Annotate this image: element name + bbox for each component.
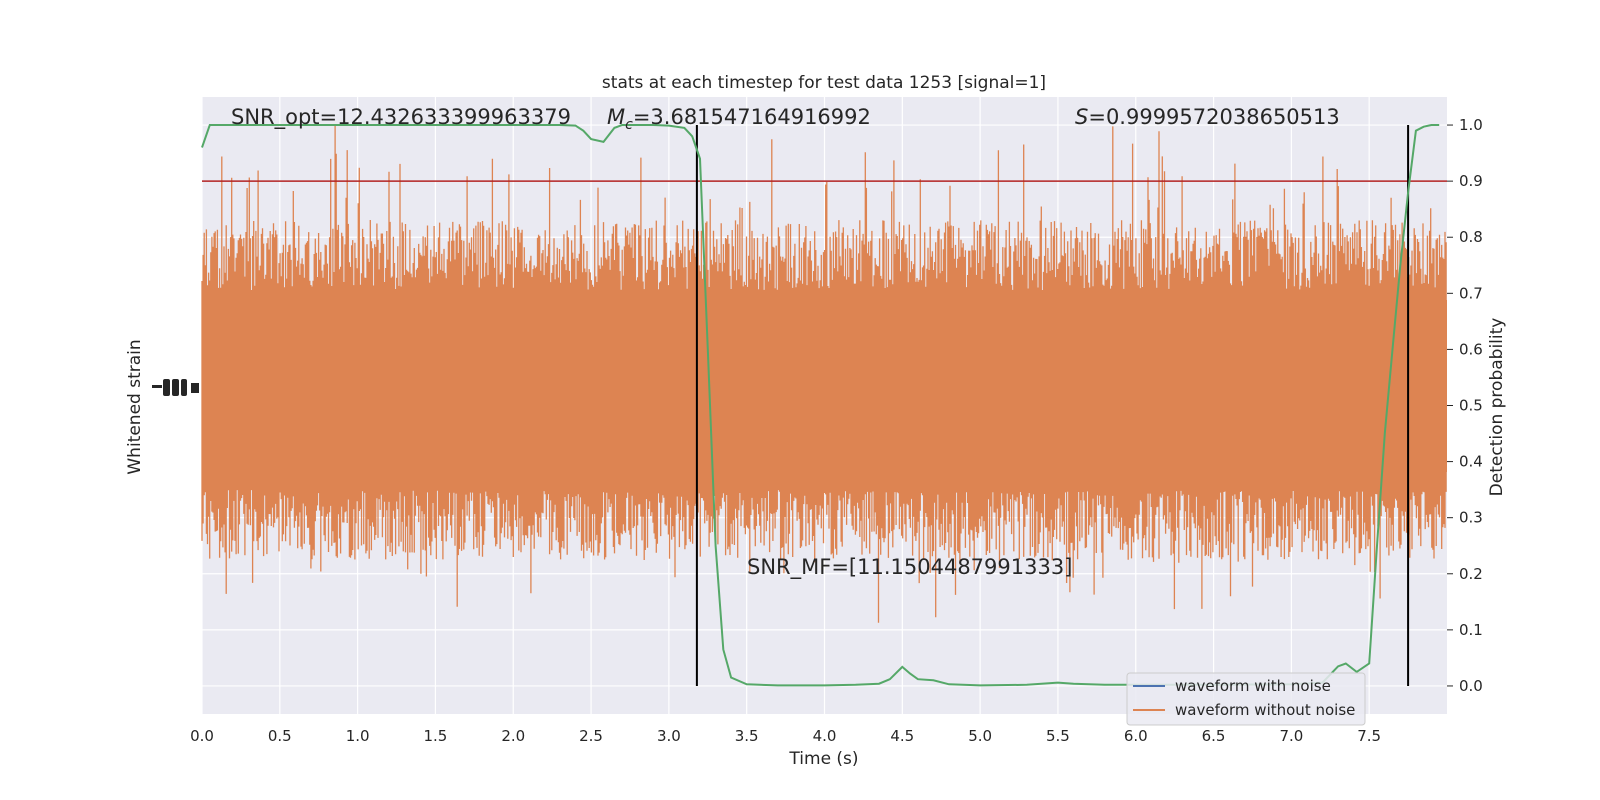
y-tick-label: 0.0 <box>1459 677 1483 695</box>
x-axis-ticks: 0.0 0.5 1.0 1.5 2.0 2.5 3.0 3.5 4.0 4.5 5.0 5.5 6.0 6… <box>190 727 1381 745</box>
strain-spikes <box>201 125 1447 623</box>
x-tick-label: 3.5 <box>735 727 759 745</box>
chirp-mass-value: =3.681547164916992 <box>633 105 871 129</box>
x-tick-label: 1.0 <box>346 727 370 745</box>
snr-mf-annotation: SNR_MF=[11.1504487991333] <box>747 555 1072 580</box>
x-tick-label: 0.5 <box>268 727 292 745</box>
x-tick-label: 6.5 <box>1202 727 1226 745</box>
x-tick-label: 6.0 <box>1124 727 1148 745</box>
marker-lines <box>695 125 1410 686</box>
statistic-value: =0.9999572038650513 <box>1088 105 1339 129</box>
x-tick-label: 2.5 <box>579 727 603 745</box>
y-axis-label-left: Whitened strain <box>125 339 145 474</box>
legend-label-without-noise: waveform without noise <box>1175 701 1355 719</box>
chart-title: stats at each timestep for test data 125… <box>602 73 1046 93</box>
x-axis-label: Time (s) <box>788 749 858 769</box>
right-axis-ticks: 0.0 0.1 0.2 0.3 0.4 0.5 0.6 0.7 0.8 0.9 1.0 <box>1447 116 1483 695</box>
statistic-symbol: S <box>1075 105 1088 129</box>
y-tick-label: 0.8 <box>1459 228 1483 246</box>
x-tick-label: 4.5 <box>890 727 914 745</box>
legend-label-with-noise: waveform with noise <box>1175 677 1331 695</box>
detection-probability-line <box>201 124 1440 687</box>
statistic-annotation: S=0.9999572038650513 <box>1075 105 1340 129</box>
y-tick-label: 0.7 <box>1459 284 1483 302</box>
chirp-mass-symbol: M <box>607 105 625 129</box>
chirp-mass-annotation: Mc=3.681547164916992 <box>607 105 871 133</box>
snr-opt-annotation: SNR_opt=12.432633399963379 <box>231 105 571 130</box>
x-tick-label: 1.5 <box>424 727 448 745</box>
y-tick-label: 0.2 <box>1459 565 1483 583</box>
x-tick-label: 5.0 <box>968 727 992 745</box>
y-axis-label-right: Detection probability <box>1487 318 1507 497</box>
y-tick-label: 0.5 <box>1459 397 1483 415</box>
y-tick-label: 0.9 <box>1459 172 1483 190</box>
x-tick-label: 2.0 <box>501 727 525 745</box>
strain-waveform <box>201 125 1447 623</box>
x-tick-label: 4.0 <box>813 727 837 745</box>
x-tick-label: 5.5 <box>1046 727 1070 745</box>
x-tick-label: 7.0 <box>1279 727 1303 745</box>
y-tick-label: 0.6 <box>1459 340 1483 358</box>
y-tick-label: 0.3 <box>1459 509 1483 527</box>
x-tick-label: 0.0 <box>190 727 214 745</box>
x-tick-label: 3.0 <box>657 727 681 745</box>
legend-box <box>1126 672 1366 726</box>
y-tick-label: 0.1 <box>1459 621 1483 639</box>
y-tick-label: 0.4 <box>1459 453 1483 471</box>
y-tick-label: 1.0 <box>1459 116 1483 134</box>
left-axis-ticks <box>152 379 199 396</box>
chirp-mass-subscript: c <box>625 117 633 133</box>
legend: waveform with noise waveform without noi… <box>1126 672 1366 726</box>
x-tick-label: 7.5 <box>1357 727 1381 745</box>
